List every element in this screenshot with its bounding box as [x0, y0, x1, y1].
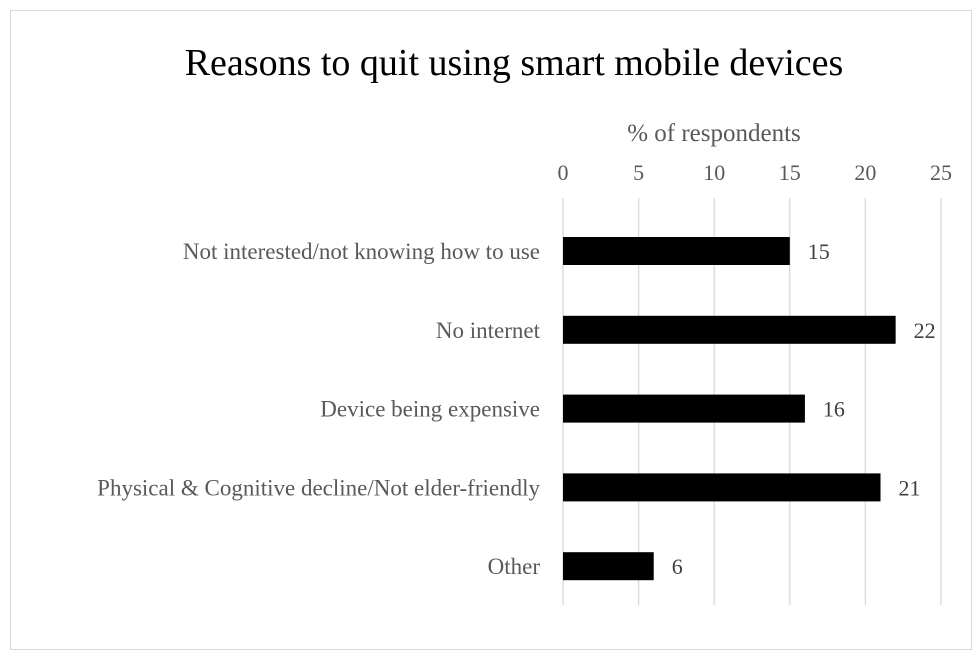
category-label: No internet [436, 318, 541, 343]
x-axis-title: % of respondents [627, 120, 801, 147]
data-label: 15 [808, 239, 830, 264]
x-tick-label: 0 [558, 160, 569, 185]
gridlines [562, 198, 942, 605]
bar [563, 237, 790, 265]
bar-chart: Reasons to quit using smart mobile devic… [97, 42, 953, 605]
data-label: 16 [823, 397, 845, 422]
bar [563, 315, 896, 344]
x-tick-label: 25 [930, 160, 952, 185]
bar [563, 473, 881, 502]
category-labels: Not interested/not knowing how to use No … [97, 239, 540, 579]
x-tick-label: 15 [779, 160, 801, 185]
category-label: Device being expensive [320, 397, 540, 422]
x-tick-label: 5 [633, 160, 644, 185]
x-axis-ticks: 0 5 10 15 20 25 [558, 160, 953, 185]
category-label: Not interested/not knowing how to use [183, 239, 540, 264]
chart-title: Reasons to quit using smart mobile devic… [185, 42, 844, 84]
bars [563, 237, 896, 581]
x-tick-label: 20 [854, 160, 876, 185]
data-labels: 15 22 16 21 6 [672, 239, 936, 579]
data-label: 21 [899, 475, 921, 500]
bar [563, 552, 654, 581]
category-label: Other [488, 554, 541, 579]
data-label: 6 [672, 554, 683, 579]
data-label: 22 [914, 318, 936, 343]
x-tick-label: 10 [703, 160, 725, 185]
category-label: Physical & Cognitive decline/Not elder-f… [97, 475, 540, 500]
bar [563, 394, 805, 423]
